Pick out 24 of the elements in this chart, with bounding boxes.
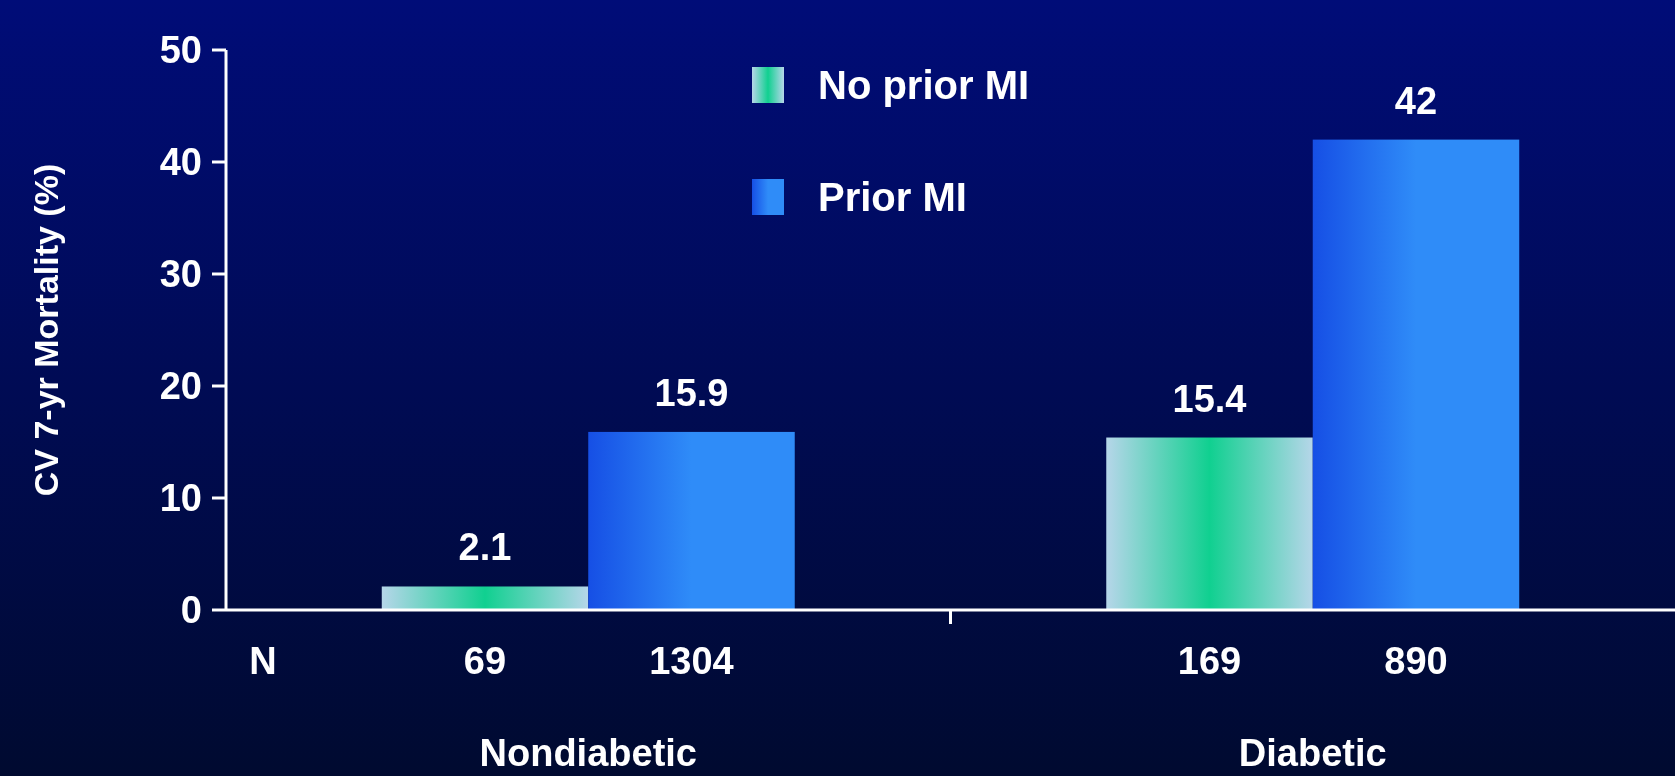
y-tick-label: 30: [159, 253, 202, 296]
text: 169: [1177, 640, 1242, 682]
bar: [1106, 437, 1313, 610]
y-tick-label: 10: [159, 477, 202, 520]
x-tick-label: Diabetic: [1238, 732, 1387, 774]
y-axis-title: CV 7-yr Mortality (%): [27, 163, 65, 497]
text: 1304: [649, 640, 734, 682]
bar: [1312, 139, 1520, 610]
bar: [381, 586, 589, 610]
data-label: 42: [1394, 79, 1438, 122]
legend-label: Prior MI: [818, 175, 967, 219]
data-label: 15.9: [654, 371, 729, 414]
y-tick-label: 0: [180, 589, 202, 632]
text: 890: [1384, 640, 1448, 682]
bar: [588, 431, 795, 610]
x-tick-label: Nondiabetic: [479, 732, 697, 774]
legend-label: No prior MI: [818, 63, 1030, 107]
data-label: 15.4: [1172, 377, 1247, 420]
data-label: 2.1: [458, 526, 512, 569]
text: N: [249, 640, 277, 682]
y-tick-label: 40: [159, 141, 202, 184]
y-tick-label: 50: [159, 29, 202, 72]
y-tick-label: 20: [159, 365, 202, 408]
text: 69: [463, 640, 507, 682]
